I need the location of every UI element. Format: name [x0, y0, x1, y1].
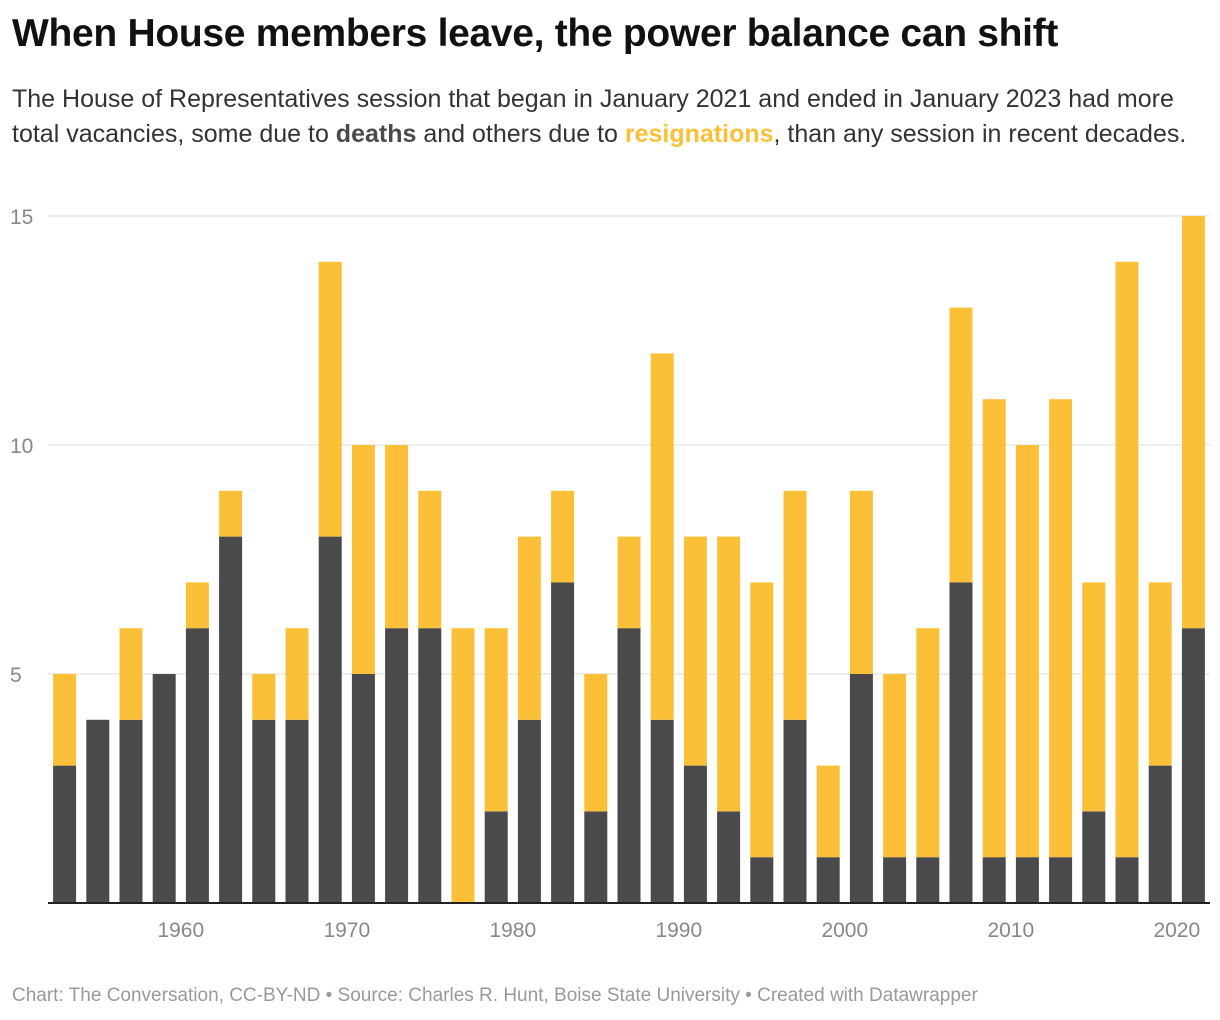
bar-resignations-2019: [1148, 582, 1172, 766]
bar-resignations-2017: [1115, 261, 1139, 858]
x-tick-label: 2010: [987, 919, 1034, 942]
bar-deaths-2003: [883, 857, 907, 903]
bar-deaths-1961: [185, 628, 209, 903]
x-tick-label: 1960: [157, 919, 204, 942]
bar-deaths-1985: [584, 811, 608, 903]
bar-resignations-1965: [252, 674, 276, 720]
bar-deaths-2013: [1049, 857, 1073, 903]
bar-deaths-2005: [916, 857, 940, 903]
bar-resignations-2005: [916, 628, 940, 858]
bar-resignations-1957: [119, 628, 143, 720]
y-tick-label: 10: [10, 435, 33, 458]
bar-resignations-1989: [650, 353, 674, 720]
bar-resignations-1987: [617, 536, 641, 629]
bar-deaths-1979: [484, 811, 508, 903]
bar-resignations-1997: [783, 490, 807, 720]
bar-deaths-1957: [119, 719, 143, 903]
bar-resignations-1999: [816, 765, 840, 858]
bar-resignations-2007: [949, 307, 973, 583]
bar-deaths-1969: [318, 536, 342, 903]
bar-resignations-2011: [1015, 445, 1039, 858]
chart-subtitle: The House of Representatives session tha…: [12, 82, 1208, 152]
bar-deaths-1959: [152, 674, 176, 903]
bar-resignations-2015: [1082, 582, 1106, 812]
bar-deaths-1971: [351, 674, 375, 903]
bar-resignations-2003: [883, 674, 907, 858]
bar-resignations-1953: [53, 674, 77, 766]
bar-deaths-2019: [1148, 765, 1172, 903]
axes: 5 10 15 1960 1970 1980 1990 2000 2010 2020: [10, 206, 1210, 942]
subtitle-text-2: and others due to: [416, 120, 625, 148]
bar-resignations-2021: [1181, 216, 1205, 629]
bar-resignations-1983: [551, 490, 575, 583]
bar-deaths-1973: [385, 628, 409, 903]
bar-deaths-2015: [1082, 811, 1106, 903]
bar-deaths-2011: [1015, 857, 1039, 903]
bar-deaths-1991: [683, 765, 707, 903]
x-tick-label: 1970: [323, 919, 370, 942]
bar-resignations-1977: [451, 628, 475, 903]
bar-deaths-1987: [617, 628, 641, 903]
bar-resignations-1991: [683, 536, 707, 766]
x-tick-label: 2020: [1153, 919, 1200, 942]
bars: [53, 216, 1205, 903]
bar-deaths-2017: [1115, 857, 1139, 903]
bar-resignations-1993: [717, 536, 741, 812]
x-tick-label: 1990: [655, 919, 702, 942]
bar-resignations-1979: [484, 628, 508, 812]
bar-deaths-2007: [949, 582, 973, 903]
bar-resignations-1967: [285, 628, 309, 720]
bar-resignations-1985: [584, 674, 608, 812]
stacked-bar-chart: 5 10 15 1960 1970 1980 1990 2000 2010 2020: [10, 206, 1210, 942]
y-tick-label: 5: [10, 664, 22, 687]
bar-deaths-1955: [86, 719, 110, 903]
bar-deaths-1965: [252, 719, 276, 903]
bar-deaths-1983: [551, 582, 575, 903]
bar-resignations-1971: [351, 445, 375, 674]
bar-deaths-1997: [783, 719, 807, 903]
bar-resignations-2009: [982, 399, 1006, 858]
bar-deaths-1993: [717, 811, 741, 903]
legend-deaths: deaths: [335, 120, 417, 148]
bar-deaths-2001: [849, 674, 873, 903]
chart-title: When House members leave, the power bala…: [12, 12, 1059, 55]
bar-deaths-2009: [982, 857, 1006, 903]
bar-resignations-1981: [517, 536, 541, 720]
bar-resignations-1969: [318, 261, 342, 537]
bar-deaths-1989: [650, 719, 674, 903]
bar-deaths-1953: [53, 765, 77, 903]
x-tick-label: 2000: [821, 919, 868, 942]
bar-resignations-1963: [219, 490, 243, 537]
bar-deaths-1975: [418, 628, 442, 903]
bar-resignations-2001: [849, 490, 873, 674]
subtitle-text-3: , than any session in recent decades.: [773, 120, 1187, 148]
subtitle-text-1: The House of Representatives session tha…: [12, 85, 1174, 148]
bar-resignations-1975: [418, 490, 442, 629]
y-tick-label: 15: [10, 206, 33, 229]
bar-resignations-1995: [750, 582, 774, 858]
chart-footer: Chart: The Conversation, CC-BY-ND • Sour…: [12, 985, 978, 1006]
bar-deaths-1981: [517, 719, 541, 903]
legend-resignations: resignations: [624, 120, 774, 148]
bar-deaths-1963: [219, 536, 243, 903]
bar-deaths-1995: [750, 857, 774, 903]
bar-deaths-1967: [285, 719, 309, 903]
bar-deaths-1999: [816, 857, 840, 903]
bar-deaths-2021: [1181, 628, 1205, 903]
bar-resignations-1961: [185, 582, 209, 629]
bar-resignations-1973: [385, 445, 409, 629]
x-tick-label: 1980: [489, 919, 536, 942]
bar-resignations-2013: [1049, 399, 1073, 858]
